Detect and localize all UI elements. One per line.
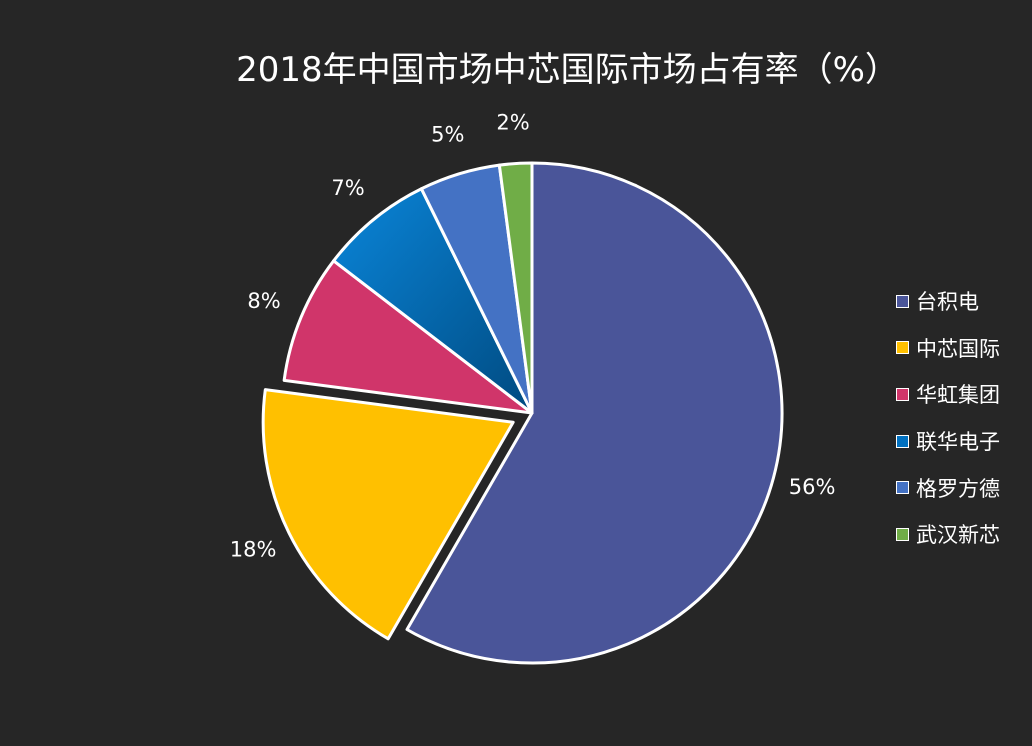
legend-item-globalfoundries: 格罗方德 <box>896 464 1000 511</box>
data-label-globalfoundries: 5% <box>431 123 464 147</box>
legend-swatch <box>896 481 909 495</box>
pie-slices <box>261 161 784 665</box>
legend-swatch <box>896 527 909 541</box>
data-label-xmc: 2% <box>496 111 529 135</box>
legend-label: 联华电子 <box>916 430 1000 455</box>
legend-item-umc: 联华电子 <box>896 418 1000 465</box>
pie-slice-smic <box>261 388 515 641</box>
legend-label: 华虹集团 <box>916 383 1000 408</box>
legend-label: 武汉新芯 <box>916 523 1000 548</box>
pie-slice-xmc <box>497 161 534 415</box>
data-labels: 56% 18% 8% 7% 5% 2% <box>230 111 836 562</box>
data-label-tsmc: 56% <box>789 475 836 499</box>
pie-slice-huahong <box>282 259 534 415</box>
data-label-smic: 18% <box>230 538 277 562</box>
legend-swatch <box>896 387 909 401</box>
data-label-umc: 7% <box>331 176 364 200</box>
legend-label: 中芯国际 <box>916 336 1000 361</box>
legend-label: 格罗方德 <box>916 476 1000 501</box>
pie-slice-tsmc <box>405 161 784 665</box>
legend-item-tsmc: 台积电 <box>896 278 1000 325</box>
pie-slice-umc <box>332 187 534 415</box>
legend-item-huahong: 华虹集团 <box>896 371 1000 418</box>
legend-item-xmc: 武汉新芯 <box>896 511 1000 558</box>
legend-swatch <box>896 341 909 355</box>
legend: 台积电中芯国际华虹集团联华电子格罗方德武汉新芯 <box>896 278 1000 558</box>
legend-swatch <box>896 294 909 308</box>
legend-item-smic: 中芯国际 <box>896 325 1000 372</box>
chart-title: 2018年中国市场中芯国际市场占有率（%） <box>236 50 899 90</box>
legend-label: 台积电 <box>916 290 979 315</box>
legend-swatch <box>896 434 909 448</box>
data-label-huahong: 8% <box>247 289 280 313</box>
